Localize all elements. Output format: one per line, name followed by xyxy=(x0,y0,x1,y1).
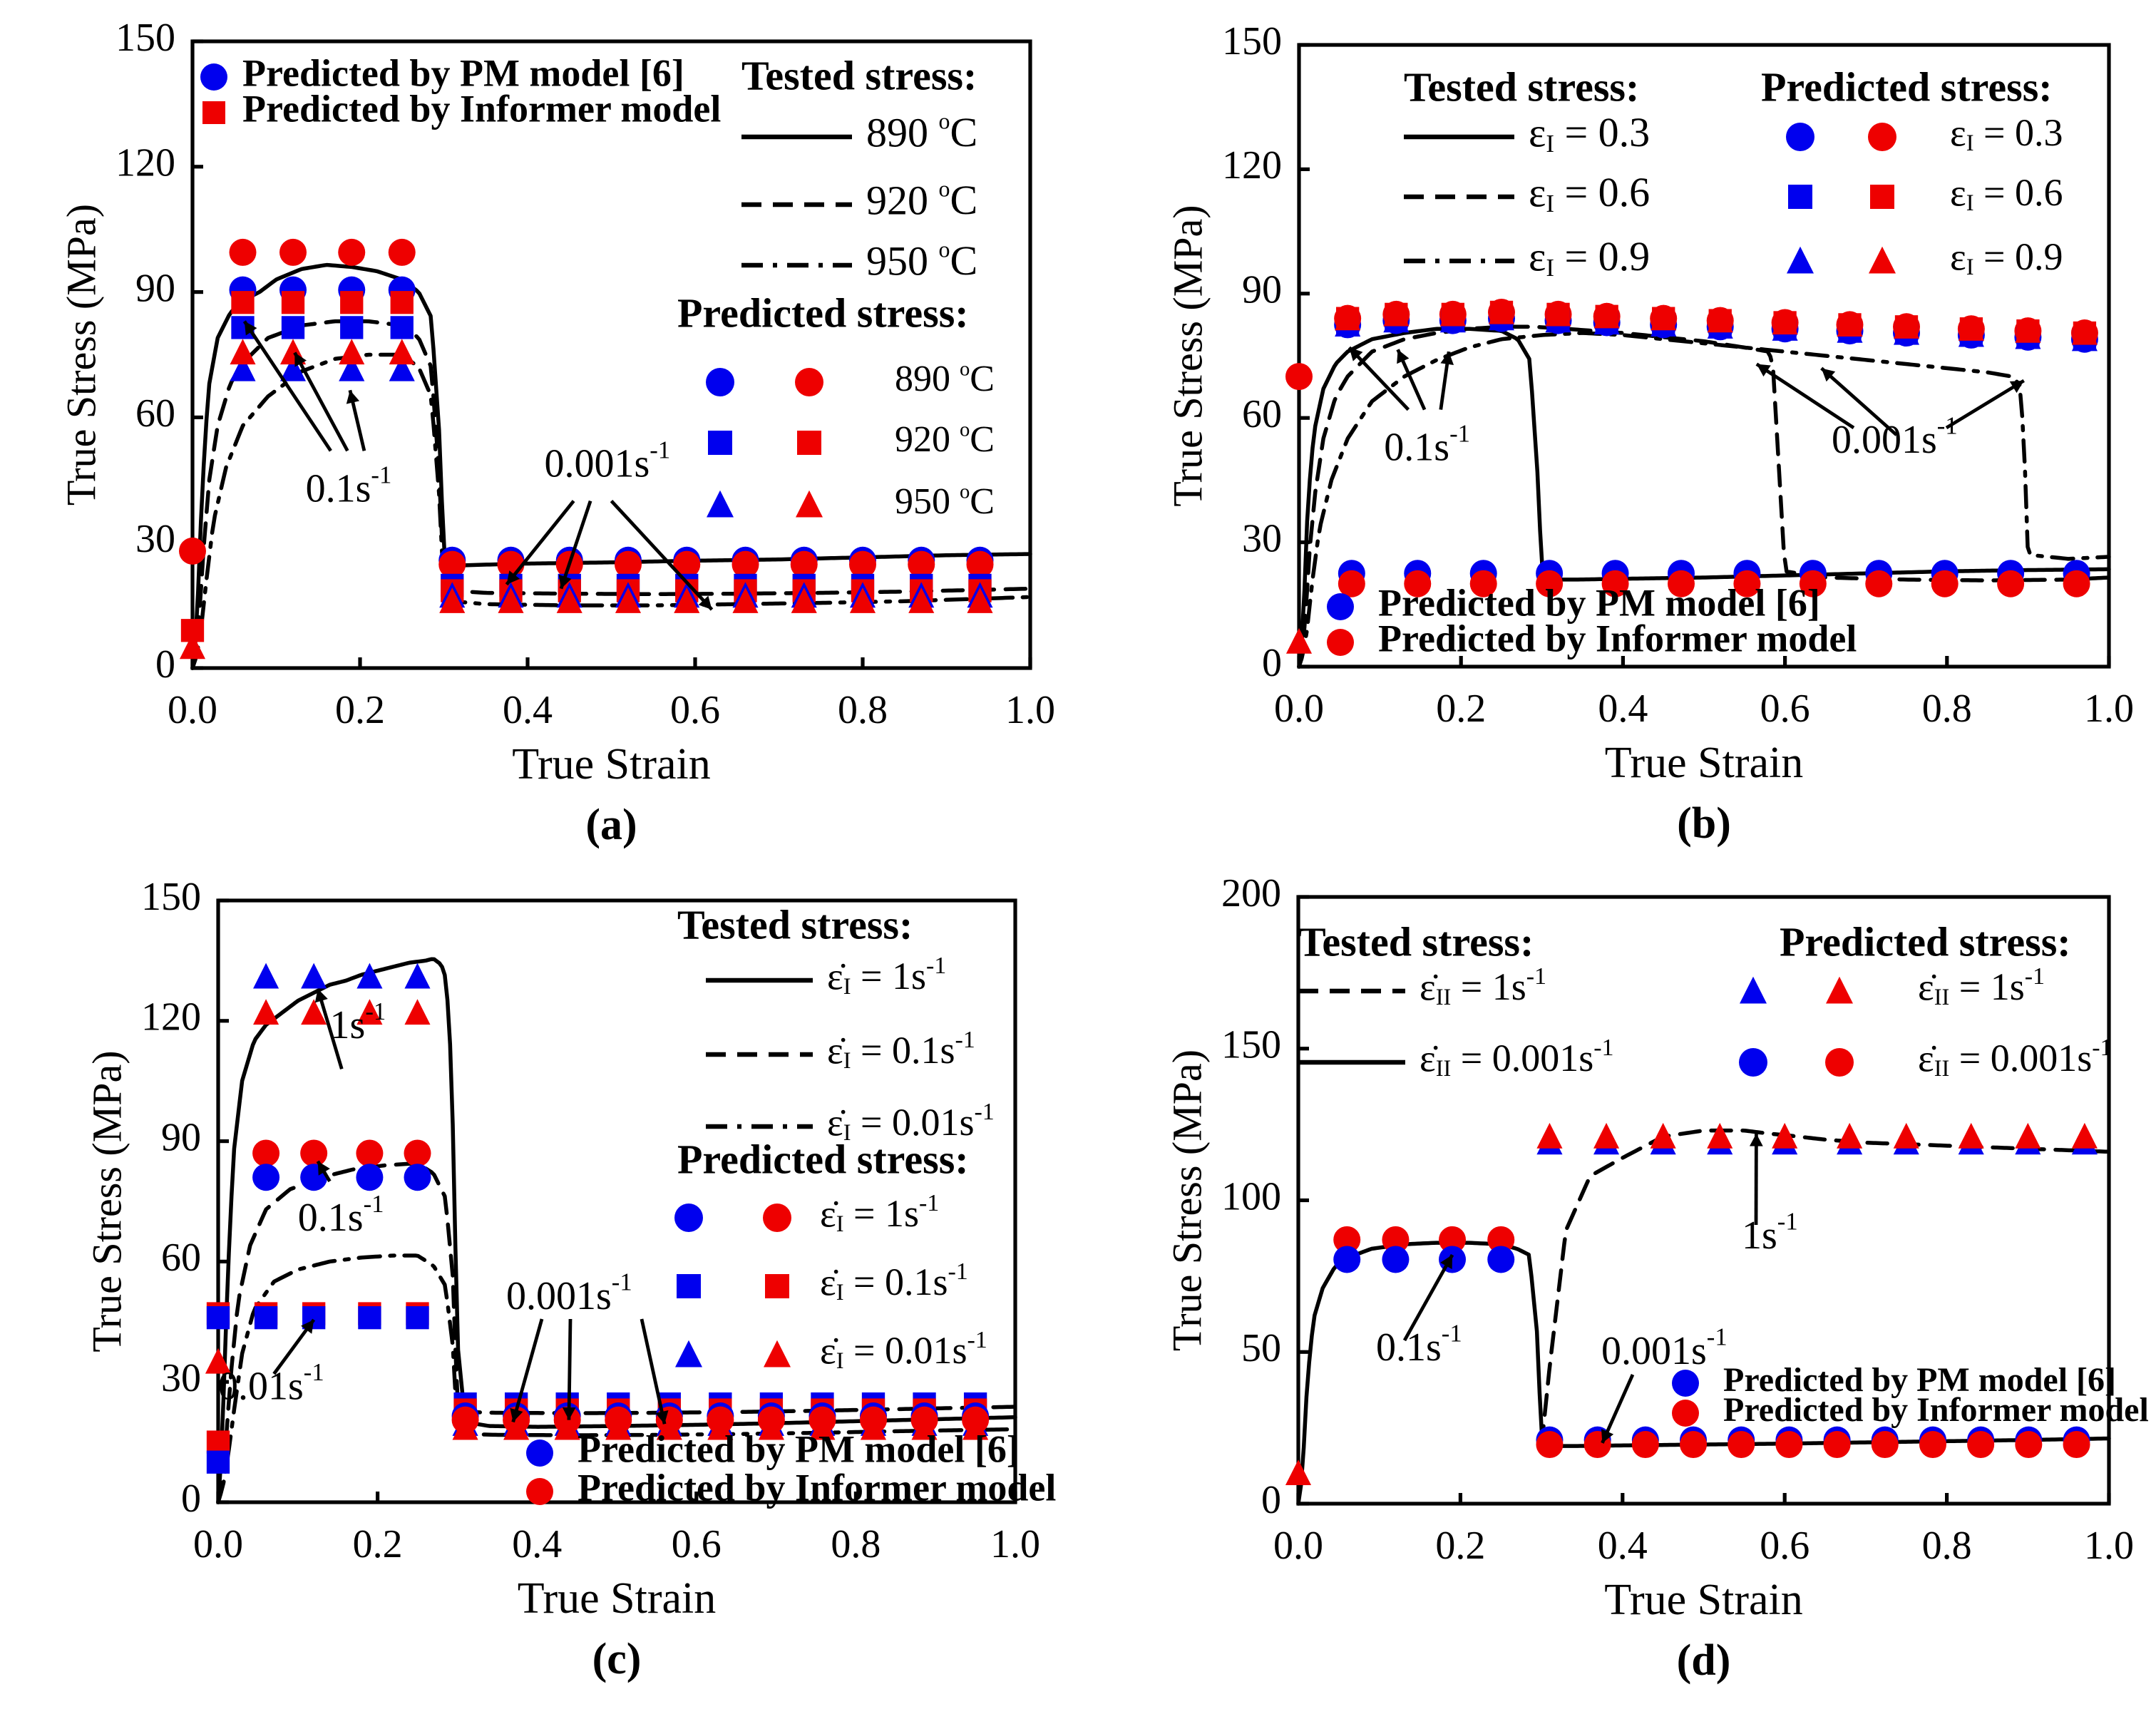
svg-text:Tested stress:: Tested stress: xyxy=(1404,63,1639,110)
svg-text:200: 200 xyxy=(1221,871,1281,915)
svg-text:Tested stress:: Tested stress: xyxy=(677,901,913,948)
svg-text:150: 150 xyxy=(115,16,175,60)
svg-text:50: 50 xyxy=(1241,1326,1281,1370)
svg-text:30: 30 xyxy=(161,1356,201,1400)
svg-text:100: 100 xyxy=(1221,1174,1281,1218)
svg-text:0: 0 xyxy=(155,642,175,687)
svg-text:Predicted stress:: Predicted stress: xyxy=(1761,63,2053,110)
svg-text:0.6: 0.6 xyxy=(670,688,720,732)
svg-text:0.2: 0.2 xyxy=(335,688,385,732)
svg-text:0.2: 0.2 xyxy=(353,1522,403,1566)
svg-text:0.2: 0.2 xyxy=(1435,1524,1485,1568)
svg-text:120: 120 xyxy=(141,995,201,1040)
svg-text:True Strain: True Strain xyxy=(512,740,710,789)
svg-text:1.0: 1.0 xyxy=(990,1522,1040,1566)
svg-text:(d): (d) xyxy=(1677,1636,1731,1685)
svg-text:0.0: 0.0 xyxy=(1273,1524,1323,1568)
svg-text:Predicted stress:: Predicted stress: xyxy=(677,289,969,336)
svg-text:30: 30 xyxy=(1242,516,1282,560)
svg-text:0.8: 0.8 xyxy=(1922,687,1972,731)
svg-text:0: 0 xyxy=(1261,1478,1281,1522)
svg-text:0.6: 0.6 xyxy=(672,1522,722,1566)
svg-text:60: 60 xyxy=(1242,392,1282,436)
svg-text:60: 60 xyxy=(135,391,175,436)
svg-text:(a): (a) xyxy=(585,801,637,849)
svg-text:150: 150 xyxy=(141,875,201,919)
svg-text:0.0: 0.0 xyxy=(168,688,217,732)
svg-text:0.4: 0.4 xyxy=(1598,1524,1648,1568)
svg-text:Predicted by Informer model: Predicted by Informer model xyxy=(1378,617,1857,660)
svg-text:950 oC: 950 oC xyxy=(895,481,995,522)
svg-text:True Strain: True Strain xyxy=(1605,739,1803,787)
svg-text:(b): (b) xyxy=(1677,799,1731,848)
svg-text:0.8: 0.8 xyxy=(831,1522,881,1566)
svg-text:True Stress (MPa): True Stress (MPa) xyxy=(83,1050,130,1352)
svg-text:(c): (c) xyxy=(592,1635,642,1683)
svg-text:1.0: 1.0 xyxy=(1005,688,1055,732)
svg-text:920 oC: 920 oC xyxy=(866,177,977,224)
svg-text:1.0: 1.0 xyxy=(2084,1524,2134,1568)
svg-text:ε̇I = 0.01s-1: ε̇I = 0.01s-1 xyxy=(820,1327,987,1375)
svg-text:920 oC: 920 oC xyxy=(895,419,995,460)
svg-text:0.4: 0.4 xyxy=(1598,687,1648,731)
svg-text:0.2: 0.2 xyxy=(1436,687,1486,731)
svg-text:0.6: 0.6 xyxy=(1760,1524,1809,1568)
svg-text:90: 90 xyxy=(1242,268,1282,312)
svg-text:150: 150 xyxy=(1222,19,1282,63)
svg-text:0: 0 xyxy=(1262,641,1282,685)
svg-text:True Strain: True Strain xyxy=(518,1574,716,1623)
svg-text:Predicted stress:: Predicted stress: xyxy=(1780,918,2071,965)
svg-text:0: 0 xyxy=(181,1477,201,1521)
svg-text:Tested stress:: Tested stress: xyxy=(741,52,977,98)
svg-text:120: 120 xyxy=(1222,143,1282,188)
svg-text:90: 90 xyxy=(135,266,175,310)
svg-text:0.8: 0.8 xyxy=(1922,1524,1972,1568)
svg-text:0.8: 0.8 xyxy=(838,688,888,732)
svg-text:90: 90 xyxy=(161,1115,201,1159)
svg-text:Predicted by Informer model: Predicted by Informer model xyxy=(1723,1391,2149,1429)
svg-text:Tested stress:: Tested stress: xyxy=(1298,918,1534,965)
svg-text:0.4: 0.4 xyxy=(512,1522,562,1566)
svg-text:0.6: 0.6 xyxy=(1760,687,1810,731)
svg-text:True Stress (MPa): True Stress (MPa) xyxy=(1164,205,1211,506)
svg-text:60: 60 xyxy=(161,1236,201,1280)
svg-text:True Strain: True Strain xyxy=(1604,1576,1802,1624)
svg-text:950 oC: 950 oC xyxy=(866,237,977,284)
svg-text:Predicted by PM model [6]: Predicted by PM model [6] xyxy=(578,1427,1020,1470)
svg-text:1.0: 1.0 xyxy=(2084,687,2134,731)
svg-text:0.0: 0.0 xyxy=(193,1522,243,1566)
svg-text:120: 120 xyxy=(115,141,175,185)
svg-text:Predicted stress:: Predicted stress: xyxy=(677,1136,969,1182)
svg-text:30: 30 xyxy=(135,517,175,561)
svg-text:True Stress (MPa): True Stress (MPa) xyxy=(58,204,104,506)
svg-text:890 oC: 890 oC xyxy=(895,358,995,399)
svg-text:True Stress (MPa): True Stress (MPa) xyxy=(1164,1050,1210,1351)
svg-text:Predicted by Informer model: Predicted by Informer model xyxy=(242,87,721,130)
svg-text:Predicted by Informer model: Predicted by Informer model xyxy=(578,1466,1056,1509)
svg-text:890 oC: 890 oC xyxy=(866,109,977,156)
svg-text:150: 150 xyxy=(1221,1023,1281,1067)
svg-text:0.4: 0.4 xyxy=(503,688,553,732)
svg-text:0.0: 0.0 xyxy=(1274,687,1324,731)
